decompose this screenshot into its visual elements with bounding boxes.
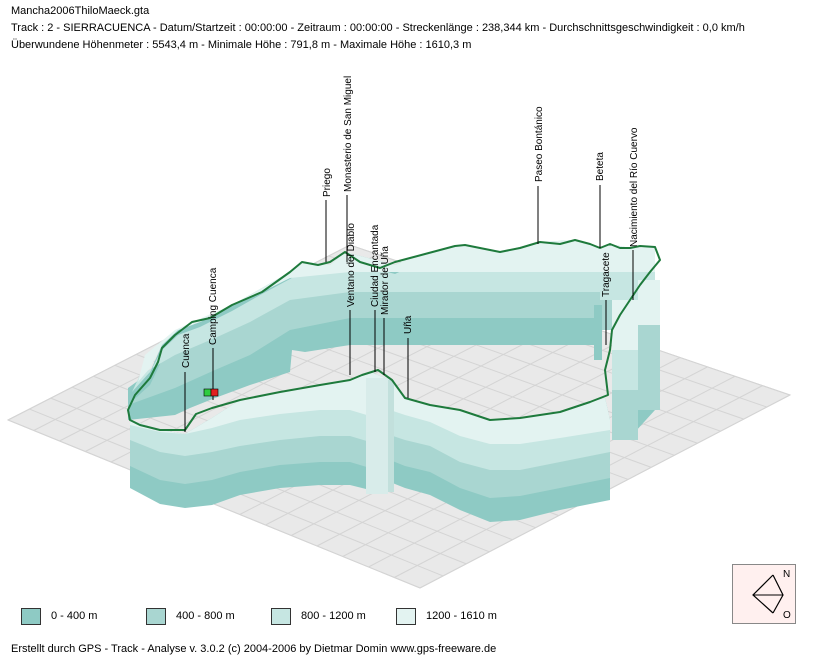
waypoint-label-mirador: Mirador de Uña: [380, 246, 391, 315]
waypoint-label-priego: Priego: [322, 168, 333, 197]
end-marker[interactable]: [210, 388, 219, 397]
valley-notch: [366, 378, 388, 494]
waypoint-labels: Cuenca Camping Cuenca Priego Monasterio …: [181, 76, 640, 368]
legend-swatch: [146, 607, 166, 625]
legend-item: 800 - 1200 m: [271, 606, 366, 626]
start-marker[interactable]: [203, 388, 212, 397]
compass-north-label: N: [783, 569, 790, 580]
waypoint-label-una: Uña: [403, 315, 414, 334]
compass[interactable]: N O: [732, 564, 796, 624]
legend-item: 0 - 400 m: [21, 606, 97, 626]
legend-swatch: [21, 607, 41, 625]
waypoint-label-cuenca: Cuenca: [181, 333, 192, 368]
legend-label: 400 - 800 m: [176, 610, 235, 622]
waypoint-label-paseo: Paseo Bontánico: [534, 106, 545, 182]
waypoint-label-nacimiento: Nacimiento del Río Cuervo: [629, 127, 640, 247]
elevation-wall-front: [130, 280, 660, 522]
legend-swatch: [271, 607, 291, 625]
waypoint-label-ventano: Ventano del Diablo: [346, 223, 357, 307]
waypoint-label-monasterio: Monasterio de San Miguel: [343, 76, 354, 192]
waypoint-markers: [184, 185, 634, 432]
legend-item: 400 - 800 m: [146, 606, 235, 626]
compass-icon: N O: [752, 569, 791, 621]
height-info: Überwundene Höhenmeter : 5543,4 m - Mini…: [11, 39, 472, 51]
waypoint-label-beteta: Beteta: [595, 152, 606, 181]
file-title: Mancha2006ThiloMaeck.gta: [11, 5, 150, 17]
3d-track-view[interactable]: Cuenca Camping Cuenca Priego Monasterio …: [0, 0, 832, 600]
legend-label: 0 - 400 m: [51, 610, 98, 622]
waypoint-label-camping-cuenca: Camping Cuenca: [208, 267, 219, 345]
legend-item: 1200 - 1610 m: [396, 606, 497, 626]
legend-swatch: [396, 607, 416, 625]
waypoint-label-ciudad-encantada: Ciudad Encantada: [370, 224, 381, 307]
waypoint-label-tragacete: Tragacete: [601, 252, 612, 297]
footer-credits: Erstellt durch GPS - Track - Analyse v. …: [11, 643, 497, 655]
legend-label: 1200 - 1610 m: [426, 610, 497, 622]
track-info: Track : 2 - SIERRACUENCA - Datum/Startze…: [11, 22, 745, 34]
legend-label: 800 - 1200 m: [301, 610, 366, 622]
compass-east-label: O: [783, 610, 791, 621]
elevation-wall-back: [128, 240, 655, 432]
